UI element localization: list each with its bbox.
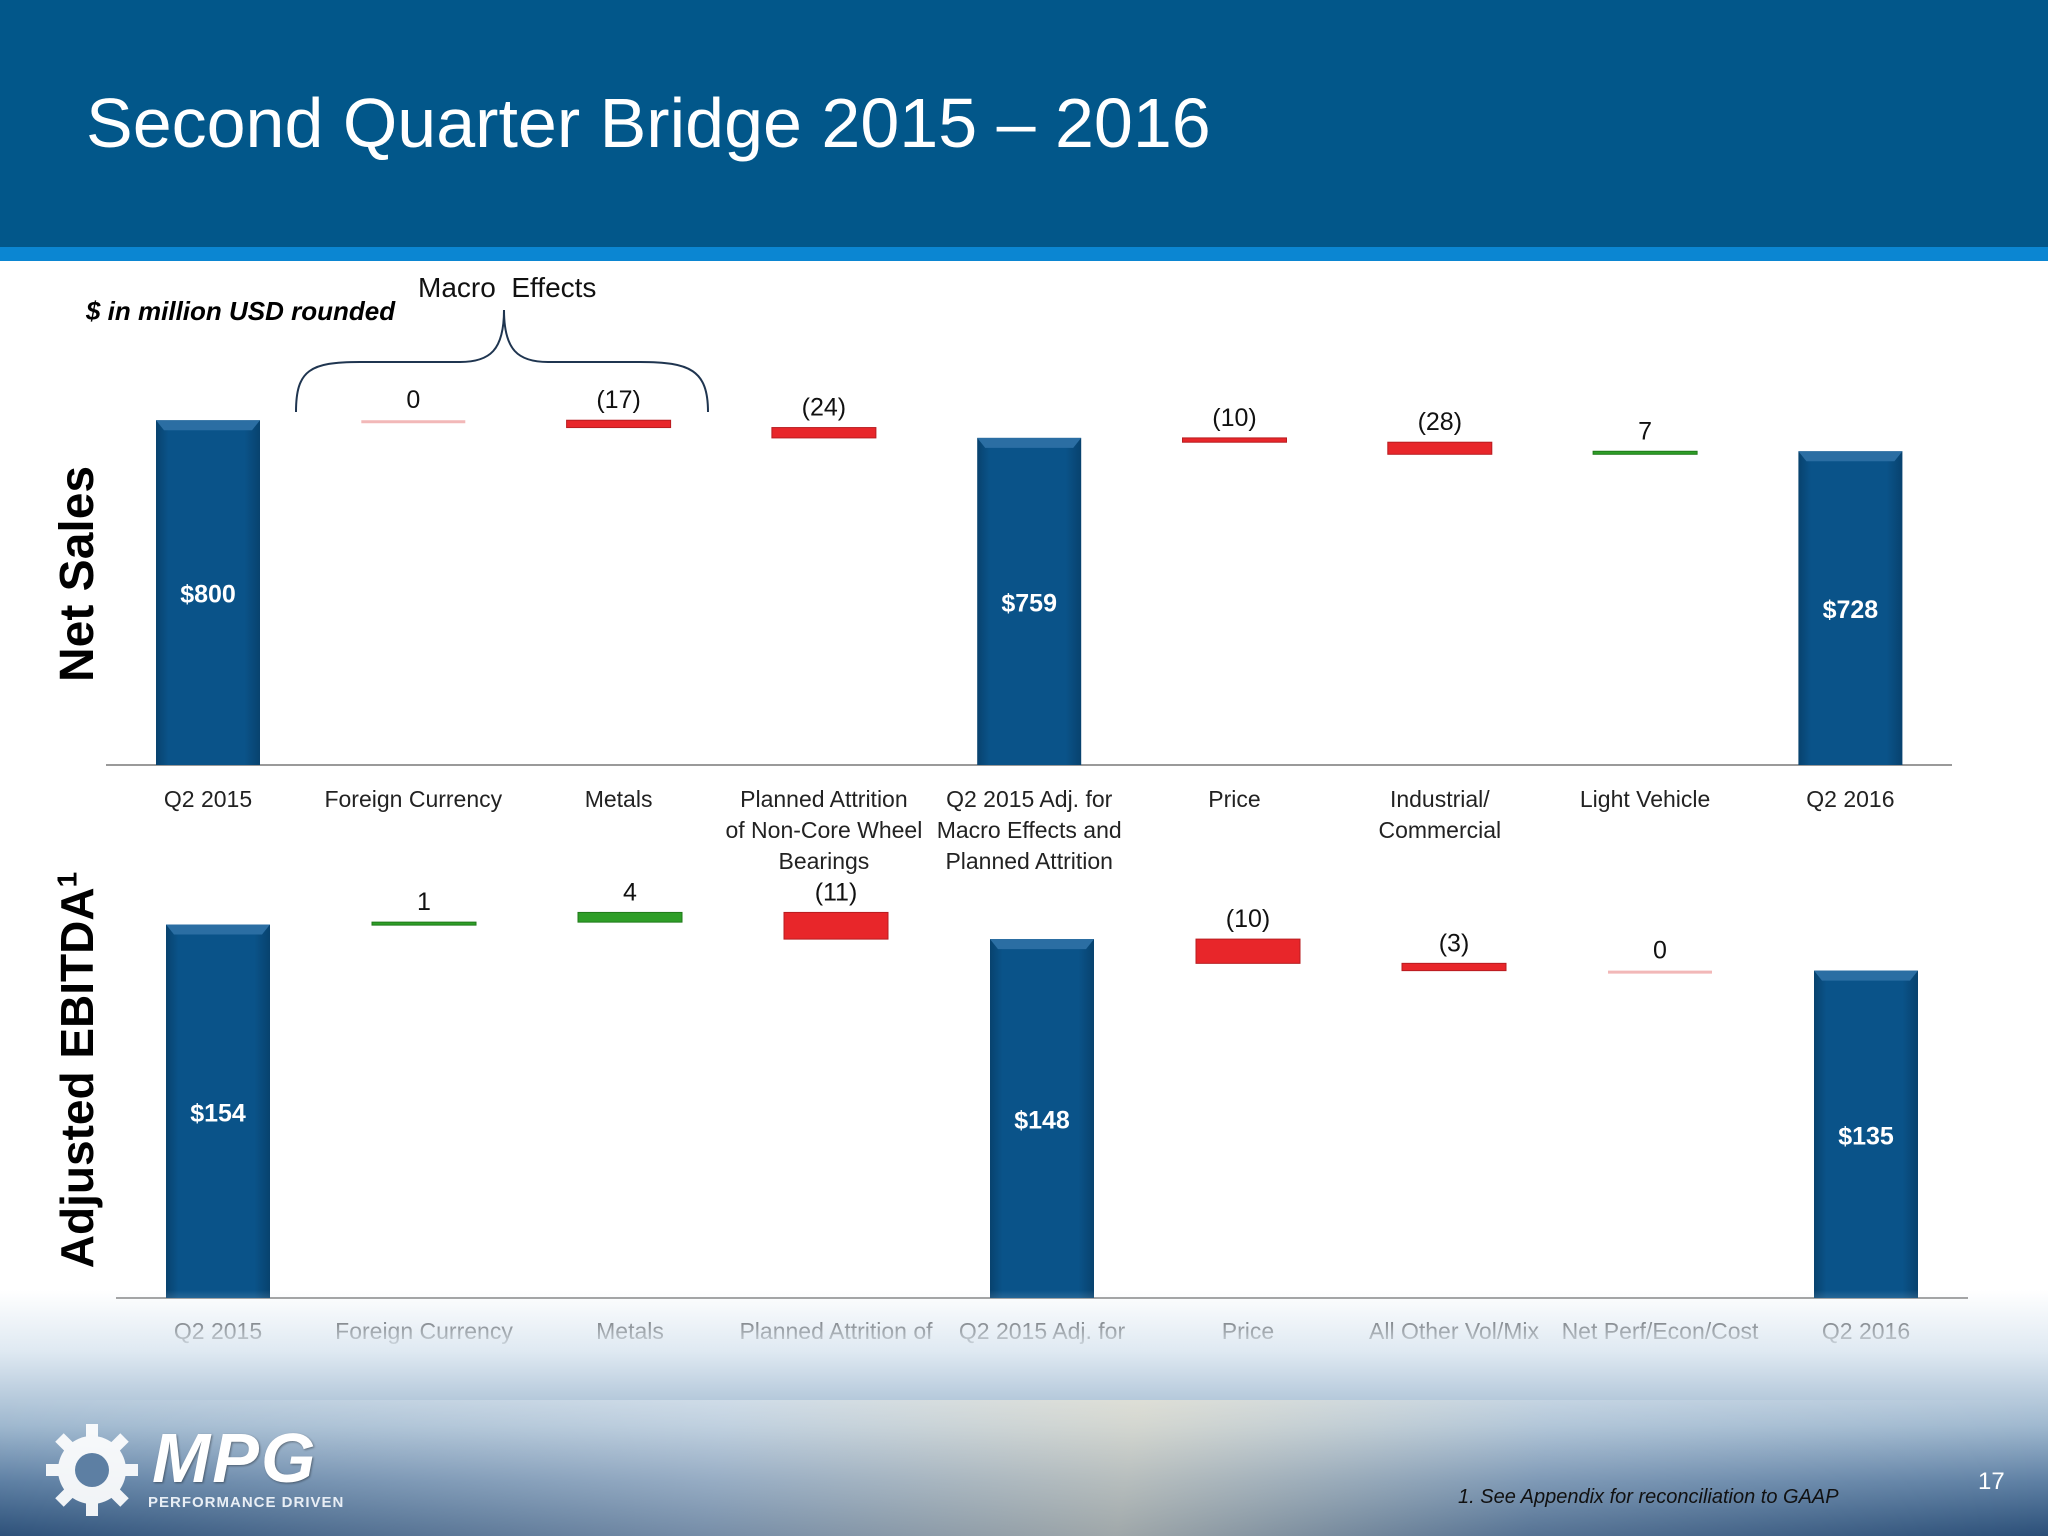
adjusted_ebitda-bar-group: (11) [783, 878, 889, 940]
macro-effects-brace [295, 309, 709, 413]
net_sales-delta-label: (10) [1212, 404, 1256, 432]
adjusted_ebitda-total-label: $135 [1838, 1122, 1894, 1150]
net_sales-total-label: $728 [1823, 596, 1879, 624]
adjusted_ebitda-bar-group: 4 [577, 878, 683, 923]
net_sales-bar-group: (24) [771, 394, 877, 439]
net_sales-decrease-bar [566, 419, 672, 429]
units-note: $ in million USD rounded [86, 296, 396, 326]
net-sales-waterfall-chart: $800 Q2 2015 0 Foreign Currency (17) Metals (2… [106, 386, 1952, 874]
adjusted_ebitda-delta-label: (3) [1439, 929, 1470, 957]
adjusted_ebitda-total-bar-bevel [990, 939, 1094, 950]
adjusted_ebitda-increase-bar [577, 911, 683, 923]
net_sales-category-label: Bearings [779, 848, 870, 874]
logo-tagline: PERFORMANCE DRIVEN [148, 1494, 345, 1511]
adjusted_ebitda-delta-label: 4 [623, 878, 637, 906]
adjusted_ebitda-decrease-bar [783, 911, 889, 940]
logo-wordmark: MPG [152, 1419, 318, 1497]
mpg-logo: MPG PERFORMANCE DRIVEN [44, 1418, 374, 1518]
net_sales-decrease-bar [1182, 437, 1287, 443]
net_sales-total-label: $759 [1001, 589, 1057, 617]
net_sales-delta-label: (24) [802, 394, 846, 422]
adjusted_ebitda-total-label: $154 [190, 1099, 246, 1127]
adjusted_ebitda-bar-group: $154 [166, 924, 270, 1298]
net_sales-bar-group: $728 [1798, 451, 1903, 765]
net_sales-delta-label: (17) [596, 386, 640, 414]
page-number: 17 [1978, 1468, 2005, 1495]
adjusted_ebitda-total-bar [990, 939, 1094, 1298]
adjusted_ebitda-total-bar-bevel [166, 924, 270, 935]
adjusted_ebitda-bar-group: (10) [1195, 905, 1301, 964]
net_sales-category-label: Q2 2016 [1806, 786, 1894, 812]
adjusted_ebitda-bar-group: $135 [1814, 970, 1918, 1298]
title-banner [0, 0, 2048, 247]
net_sales-category-label: Planned Attrition [945, 848, 1113, 874]
net_sales-category-label: Industrial/ [1390, 786, 1490, 812]
net_sales-category-label: Planned Attrition [740, 786, 908, 812]
adjusted_ebitda-increase-bar [371, 921, 477, 926]
net_sales-bar-group: 0 [361, 386, 466, 424]
net_sales-bar-group: 7 [1592, 417, 1698, 455]
title-banner-stripe [0, 247, 2048, 261]
net_sales-total-label: $800 [180, 581, 236, 609]
gaap-footnote: 1. See Appendix for reconciliation to GA… [1458, 1486, 1839, 1508]
net_sales-delta-label: 7 [1638, 417, 1652, 445]
adjusted_ebitda-zero-bar [1608, 970, 1712, 974]
net_sales-bar-group: (28) [1387, 408, 1493, 455]
net_sales-category-label: Macro Effects and [937, 817, 1122, 843]
net_sales-delta-label: 0 [406, 386, 420, 414]
adjusted_ebitda-total-bar [1814, 970, 1918, 1298]
net_sales-category-label: Foreign Currency [324, 786, 502, 812]
net_sales-total-bar-bevel [1798, 451, 1903, 462]
adjusted_ebitda-bar-group: (3) [1401, 929, 1507, 972]
net_sales-category-label: Light Vehicle [1580, 786, 1710, 812]
net_sales-increase-bar [1592, 450, 1698, 455]
adjusted_ebitda-bar-group: $148 [990, 939, 1094, 1298]
macro-effects-label: Macro Effects [418, 272, 597, 303]
net_sales-decrease-bar [1387, 441, 1493, 455]
net_sales-bar-group: $800 [156, 420, 260, 765]
net_sales-category-label: Commercial [1378, 817, 1501, 843]
adjusted_ebitda-delta-label: 1 [417, 888, 431, 916]
net_sales-category-label: Metals [585, 786, 653, 812]
net_sales-bar-group: $759 [977, 437, 1082, 765]
gear-icon [46, 1424, 138, 1516]
net_sales-bar-group: (10) [1182, 404, 1287, 443]
net_sales-category-label: Q2 2015 [164, 786, 252, 812]
net_sales-bar-group: (17) [566, 386, 672, 429]
net_sales-total-bar [977, 437, 1082, 765]
adjusted_ebitda-bar-group: 0 [1608, 937, 1712, 974]
adjusted_ebitda-decrease-bar [1195, 938, 1301, 964]
net_sales-category-label: Price [1208, 786, 1260, 812]
adjusted_ebitda-total-bar [166, 924, 270, 1298]
net_sales-category-label: of Non-Core Wheel [725, 817, 922, 843]
adjusted_ebitda-delta-label: (11) [815, 878, 858, 906]
net_sales-delta-label: (28) [1418, 408, 1462, 436]
adjusted_ebitda-total-label: $148 [1014, 1107, 1070, 1135]
net_sales-total-bar [1798, 451, 1903, 765]
footer-light-streak [0, 1400, 2048, 1536]
net_sales-decrease-bar [771, 427, 877, 439]
adjusted_ebitda-delta-label: (10) [1226, 905, 1270, 933]
adjusted_ebitda-delta-label: 0 [1653, 937, 1667, 965]
slide-title: Second Quarter Bridge 2015 – 2016 [86, 84, 1211, 162]
net_sales-total-bar [156, 420, 260, 765]
net_sales-category-label: Q2 2015 Adj. for [946, 786, 1113, 812]
adjusted_ebitda-bar-group: 1 [371, 888, 477, 926]
net_sales-total-bar-bevel [156, 420, 260, 431]
net_sales-total-bar-bevel [977, 437, 1082, 448]
adjusted_ebitda-decrease-bar [1401, 962, 1507, 972]
net_sales-zero-bar [361, 420, 466, 424]
adjusted_ebitda-total-bar-bevel [1814, 970, 1918, 981]
